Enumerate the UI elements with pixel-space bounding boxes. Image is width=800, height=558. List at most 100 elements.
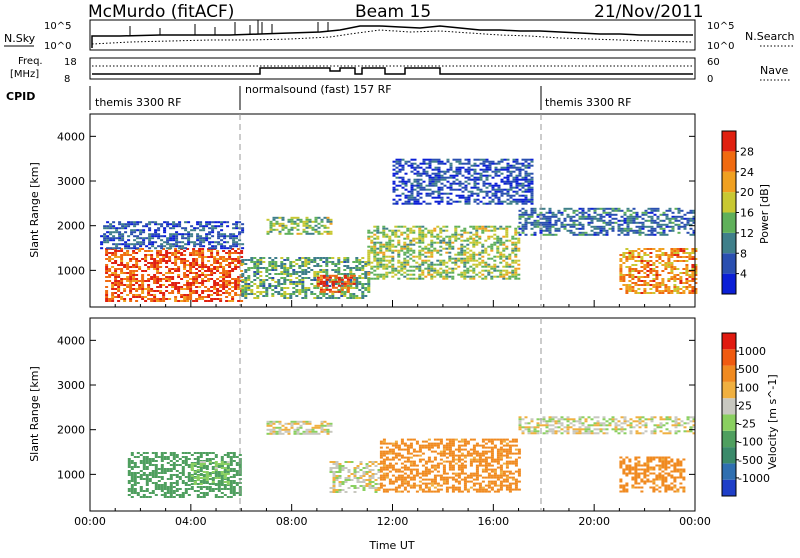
power-echo-cell <box>472 264 475 266</box>
power-echo-cell <box>142 229 145 231</box>
velocity-echo-cell <box>212 466 215 468</box>
power-echo-cell <box>667 264 670 266</box>
velocity-echo-cell <box>389 465 392 467</box>
power-echo-cell <box>355 261 358 263</box>
velocity-echo-cell <box>401 481 404 483</box>
power-echo-cell <box>430 244 433 246</box>
power-echo-cell <box>403 272 406 274</box>
power-echo-cell <box>640 256 643 258</box>
power-echo-cell <box>103 237 106 239</box>
power-echo-cell <box>219 300 222 302</box>
power-echo-cell <box>150 298 153 300</box>
power-echo-cell <box>481 278 484 280</box>
velocity-echo-cell <box>149 474 152 476</box>
power-echo-cell <box>349 295 352 297</box>
power-echo-cell <box>675 220 678 222</box>
power-echo-cell <box>496 236 499 238</box>
power-echo-cell <box>105 264 108 266</box>
power-echo-cell <box>367 283 370 285</box>
power-echo-cell <box>505 248 508 250</box>
velocity-echo-cell <box>185 452 188 454</box>
power-echo-cell <box>627 230 630 232</box>
power-echo-cell <box>207 268 210 270</box>
velocity-echo-cell <box>203 496 206 498</box>
power-echo-cell <box>555 228 558 230</box>
power-echo-cell <box>317 279 320 281</box>
power-echo-cell <box>361 283 364 285</box>
power-echo-cell <box>141 258 144 260</box>
power-echo-cell <box>417 193 420 195</box>
power-echo-cell <box>169 235 172 237</box>
velocity-echo-cell <box>372 481 375 483</box>
power-echo-cell <box>147 286 150 288</box>
power-echo-cell <box>187 239 190 241</box>
velocity-echo-cell <box>300 427 303 429</box>
velocity-echo-cell <box>324 425 327 427</box>
power-colorbar-tick-label: 24 <box>740 166 754 179</box>
power-echo-cell <box>309 219 312 221</box>
power-echo-cell <box>222 250 225 252</box>
power-echo-cell <box>564 226 567 228</box>
power-echo-cell <box>133 221 136 223</box>
power-echo-cell <box>549 222 552 224</box>
power-echo-cell <box>337 263 340 265</box>
power-echo-cell <box>271 289 274 291</box>
power-echo-cell <box>649 252 652 254</box>
power-echo-cell <box>320 289 323 291</box>
power-echo-cell <box>531 181 534 183</box>
velocity-echo-cell <box>131 460 134 462</box>
power-echo-cell <box>505 258 508 260</box>
power-echo-cell <box>304 271 307 273</box>
power-echo-cell <box>301 269 304 271</box>
power-echo-cell <box>148 241 151 243</box>
power-echo-cell <box>204 276 207 278</box>
velocity-echo-cell <box>224 469 227 471</box>
velocity-echo-cell <box>279 429 282 431</box>
power-echo-cell <box>132 256 135 258</box>
power-echo-cell <box>361 293 364 295</box>
power-echo-cell <box>487 238 490 240</box>
power-echo-cell <box>228 292 231 294</box>
power-echo-cell <box>495 175 498 177</box>
power-echo-cell <box>162 300 165 302</box>
velocity-echo-cell <box>383 441 386 443</box>
power-echo-cell <box>432 173 435 175</box>
power-echo-cell <box>213 284 216 286</box>
power-echo-cell <box>391 252 394 254</box>
power-echo-cell <box>409 274 412 276</box>
power-echo-cell <box>483 171 486 173</box>
power-echo-cell <box>409 248 412 250</box>
power-echo-cell <box>168 276 171 278</box>
power-echo-cell <box>418 230 421 232</box>
power-echo-cell <box>156 282 159 284</box>
power-echo-cell <box>204 274 207 276</box>
power-echo-cell <box>108 280 111 282</box>
velocity-echo-cell <box>369 475 372 477</box>
power-echo-cell <box>147 288 150 290</box>
power-echo-cell <box>270 223 273 225</box>
power-echo-cell <box>690 210 693 212</box>
power-echo-cell <box>297 229 300 231</box>
power-echo-cell <box>310 279 313 281</box>
power-echo-cell <box>498 201 501 203</box>
power-echo-cell <box>120 264 123 266</box>
power-echo-cell <box>142 239 145 241</box>
power-echo-cell <box>438 203 441 205</box>
power-echo-cell <box>325 269 328 271</box>
velocity-echo-cell <box>300 421 303 423</box>
power-echo-cell <box>193 243 196 245</box>
power-echo-cell <box>216 278 219 280</box>
power-echo-region <box>367 226 520 280</box>
velocity-echo-cell <box>203 463 206 465</box>
power-echo-cell <box>517 268 520 270</box>
power-echo-cell <box>235 225 238 227</box>
velocity-echo-cell <box>224 486 227 488</box>
velocity-echo-cell <box>318 433 321 435</box>
power-echo-cell <box>189 298 192 300</box>
power-echo-cell <box>439 274 442 276</box>
power-echo-cell <box>397 260 400 262</box>
velocity-echo-cell <box>134 484 137 486</box>
power-echo-cell <box>441 201 444 203</box>
power-echo-cell <box>393 165 396 167</box>
power-echo-cell <box>460 240 463 242</box>
